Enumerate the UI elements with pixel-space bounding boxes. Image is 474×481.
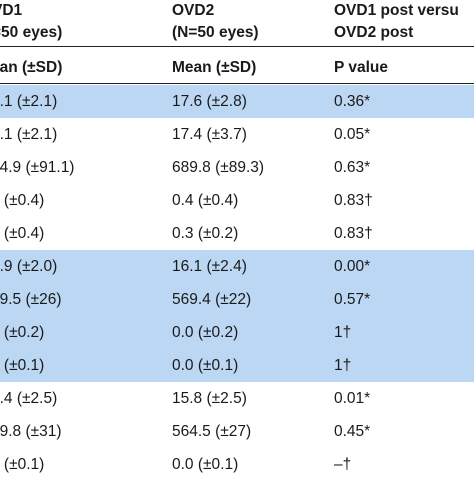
- table-row: 5.1 (±2.1) 17.4 (±3.7) 0.05*: [0, 118, 474, 151]
- table-row: 59.5 (±26) 569.4 (±22) 0.57*: [0, 283, 474, 316]
- header-col3-line1: OVD1 post versu: [334, 2, 459, 19]
- header-col1-line1: VD1: [0, 2, 23, 19]
- table-row: 4.4 (±2.5) 15.8 (±2.5) 0.01*: [0, 382, 474, 415]
- header-col2-line1: OVD2: [172, 2, 215, 19]
- table-cell-col2: 0.4 (±0.4): [172, 192, 239, 209]
- table-row: 49.8 (±31) 564.5 (±27) 0.45*: [0, 415, 474, 448]
- table-row: 3 (±0.4) 0.3 (±0.2) 0.83†: [0, 217, 474, 250]
- header-col2: OVD2 (N=50 eyes): [172, 0, 259, 44]
- table-row: 0 (±0.1) 0.0 (±0.1) 1†: [0, 349, 474, 382]
- table-cell-col1: 5.1 (±2.1): [0, 126, 58, 143]
- table-cell-col2: 15.8 (±2.5): [172, 390, 247, 407]
- table-row: 64.9 (±91.1) 689.8 (±89.3) 0.63*: [0, 151, 474, 184]
- table-cell-col1: 3.9 (±2.0): [0, 258, 58, 275]
- table-cell-col2: 16.1 (±2.4): [172, 258, 247, 275]
- table-cell-col1: 59.5 (±26): [0, 291, 62, 308]
- subheader-row: ean (±SD) Mean (±SD) P value: [0, 51, 474, 84]
- table-cell-col3: 1†: [334, 357, 352, 374]
- table-cell-col3: 0.00*: [334, 258, 371, 275]
- table-cell-col3: 0.83†: [334, 225, 373, 242]
- header-col3-line2: OVD2 post: [334, 24, 414, 41]
- table-cell-col3: 0.57*: [334, 291, 371, 308]
- table-cell-col2: 17.4 (±3.7): [172, 126, 247, 143]
- table-cell-col1: 0 (±0.2): [0, 324, 45, 341]
- table-row: 7.1 (±2.1) 17.6 (±2.8) 0.36*: [0, 85, 474, 118]
- table-cell-col1: 0 (±0.1): [0, 456, 45, 473]
- table-cell-col1: 7.1 (±2.1): [0, 93, 58, 110]
- table-cell-col3: 0.36*: [334, 93, 371, 110]
- table-cell-col2: 569.4 (±22): [172, 291, 252, 308]
- table-row: 0 (±0.2) 0.0 (±0.2) 1†: [0, 316, 474, 349]
- table-cell-col2: 689.8 (±89.3): [172, 159, 265, 176]
- table-row: 3.9 (±2.0) 16.1 (±2.4) 0.00*: [0, 250, 474, 283]
- subheader-col1: ean (±SD): [0, 59, 63, 76]
- header-rule-top: [0, 46, 474, 47]
- table-cell-col3: 0.83†: [334, 192, 373, 209]
- table-cell-col3: 0.05*: [334, 126, 371, 143]
- table-row: 3 (±0.4) 0.4 (±0.4) 0.83†: [0, 184, 474, 217]
- table-cell-col1: 3 (±0.4): [0, 192, 45, 209]
- header-col1: VD1 =50 eyes): [0, 0, 62, 44]
- table-cell-col1: 49.8 (±31): [0, 423, 62, 440]
- table-cell-col2: 0.0 (±0.1): [172, 456, 239, 473]
- table-cell-col3: 0.01*: [334, 390, 371, 407]
- header-col3: OVD1 post versu OVD2 post: [334, 0, 459, 44]
- table-cell-col3: 0.45*: [334, 423, 371, 440]
- table-cell-col2: 0.0 (±0.1): [172, 357, 239, 374]
- table-cell-col1: 4.4 (±2.5): [0, 390, 58, 407]
- table-cell-col1: 64.9 (±91.1): [0, 159, 75, 176]
- table-cell-col2: 0.3 (±0.2): [172, 225, 239, 242]
- header-col2-line2: (N=50 eyes): [172, 24, 259, 41]
- table-cell-col2: 0.0 (±0.2): [172, 324, 239, 341]
- table-cell-col1: 3 (±0.4): [0, 225, 45, 242]
- table-row: 0 (±0.1) 0.0 (±0.1) –†: [0, 448, 474, 481]
- table-cell-col2: 17.6 (±2.8): [172, 93, 247, 110]
- header-rule-bottom: [0, 83, 474, 84]
- table-cell-col3: 0.63*: [334, 159, 371, 176]
- header-col1-line2: =50 eyes): [0, 24, 63, 41]
- table-cell-col3: 1†: [334, 324, 352, 341]
- subheader-col3: P value: [334, 59, 389, 76]
- table-cell-col2: 564.5 (±27): [172, 423, 252, 440]
- table-cell-col1: 0 (±0.1): [0, 357, 45, 374]
- subheader-col2: Mean (±SD): [172, 59, 257, 76]
- table-cell-col3: –†: [334, 456, 352, 473]
